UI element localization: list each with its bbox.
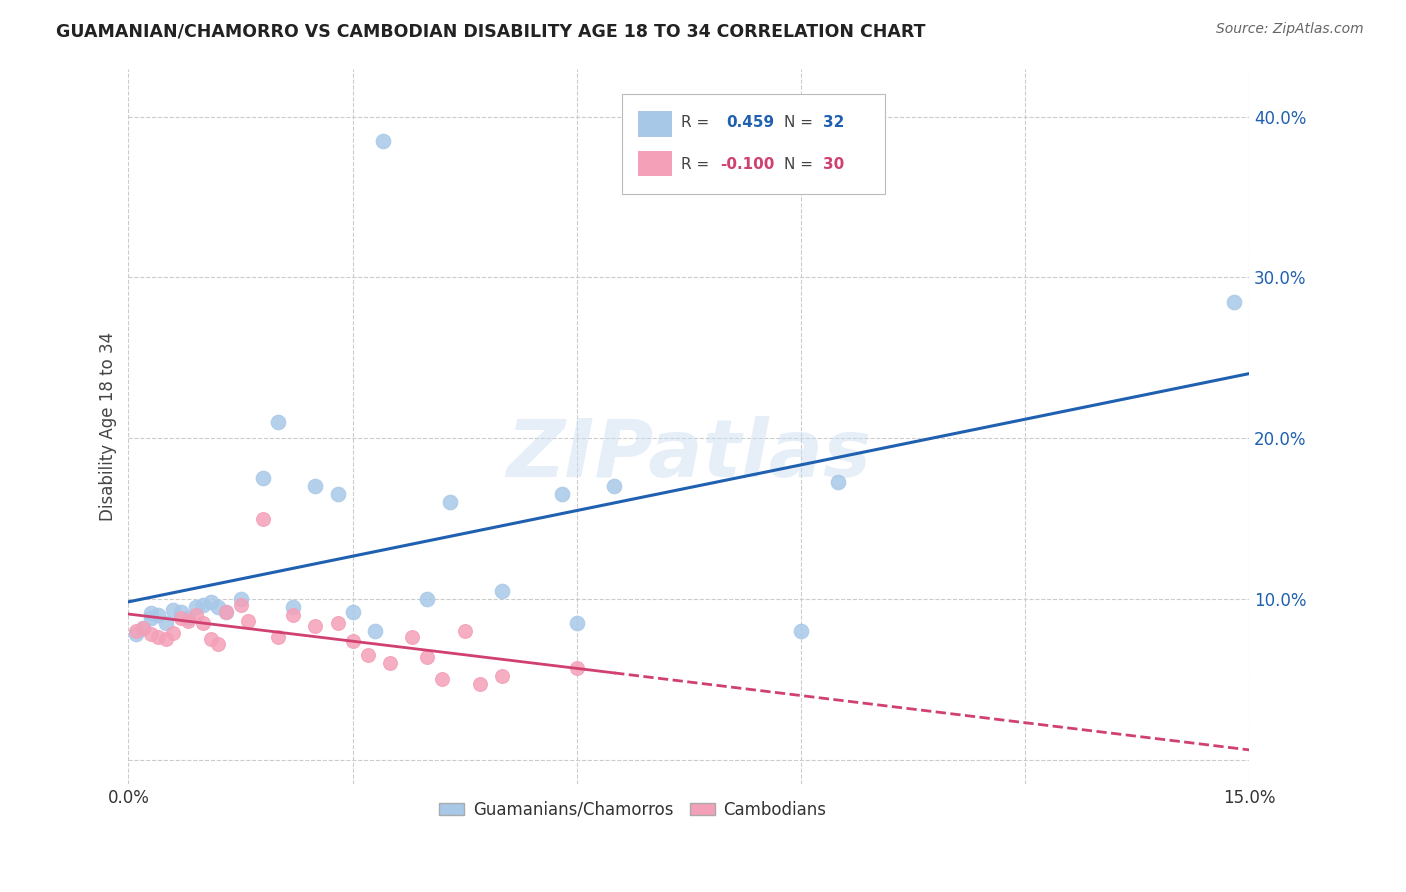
Point [139,607,162,621]
Y-axis label: Disability Age 18 to 34: Disability Age 18 to 34 [100,332,117,521]
Point [439,495,461,509]
Point [468,677,491,691]
Point [229,591,252,606]
Point [416,649,439,664]
Point [162,603,184,617]
Text: Source: ZipAtlas.com: Source: ZipAtlas.com [1216,22,1364,37]
Text: R =: R = [681,115,709,130]
Point [267,631,290,645]
Text: N =: N = [785,115,813,130]
Point [565,661,588,675]
Point [148,631,170,645]
Text: 30: 30 [824,157,845,172]
Point [281,599,304,614]
Point [139,611,162,625]
Bar [638,112,672,136]
Point [551,487,574,501]
Point [139,627,162,641]
Point [170,605,193,619]
Text: GUAMANIAN/CHAMORRO VS CAMBODIAN DISABILITY AGE 18 TO 34 CORRELATION CHART: GUAMANIAN/CHAMORRO VS CAMBODIAN DISABILI… [56,22,925,40]
Text: -0.100: -0.100 [720,157,775,172]
Point [304,479,326,493]
Legend: Guamanians/Chamorros, Cambodians: Guamanians/Chamorros, Cambodians [433,794,832,825]
Point [125,627,148,641]
Point [125,624,148,638]
Point [207,637,229,651]
Point [326,487,349,501]
Point [378,656,401,670]
Point [827,475,849,489]
Point [193,615,215,630]
Point [342,605,364,619]
Point [565,615,588,630]
Text: 32: 32 [824,115,845,130]
Point [267,415,290,429]
Point [252,471,274,485]
Point [170,611,193,625]
Bar [638,151,672,176]
Point [132,621,155,635]
Point [236,615,259,629]
Text: 0.459: 0.459 [725,115,773,130]
Point [326,615,349,630]
Text: R =: R = [681,157,709,172]
Point [356,648,378,662]
Point [229,599,252,613]
Point [177,615,200,629]
Point [491,583,513,598]
Point [177,611,200,625]
Point [416,591,439,606]
Point [603,479,626,493]
Point [184,599,207,614]
Point [132,621,155,635]
Point [200,595,222,609]
Point [454,624,477,638]
Point [162,625,184,640]
Point [200,632,222,646]
Point [364,624,387,638]
Point [193,599,215,613]
Point [401,631,423,645]
FancyBboxPatch shape [621,94,884,194]
Point [432,673,454,687]
Point [371,134,394,148]
Point [342,633,364,648]
Point [491,669,513,683]
Point [184,607,207,622]
Point [148,607,170,622]
Point [281,607,304,622]
Text: ZIPatlas: ZIPatlas [506,416,872,494]
Point [252,511,274,525]
Point [790,624,813,638]
Point [304,619,326,633]
Point [207,599,229,614]
Point [1223,294,1246,309]
Point [155,632,177,646]
Point [214,605,236,619]
Point [155,615,177,630]
Text: N =: N = [785,157,813,172]
Point [214,605,236,619]
